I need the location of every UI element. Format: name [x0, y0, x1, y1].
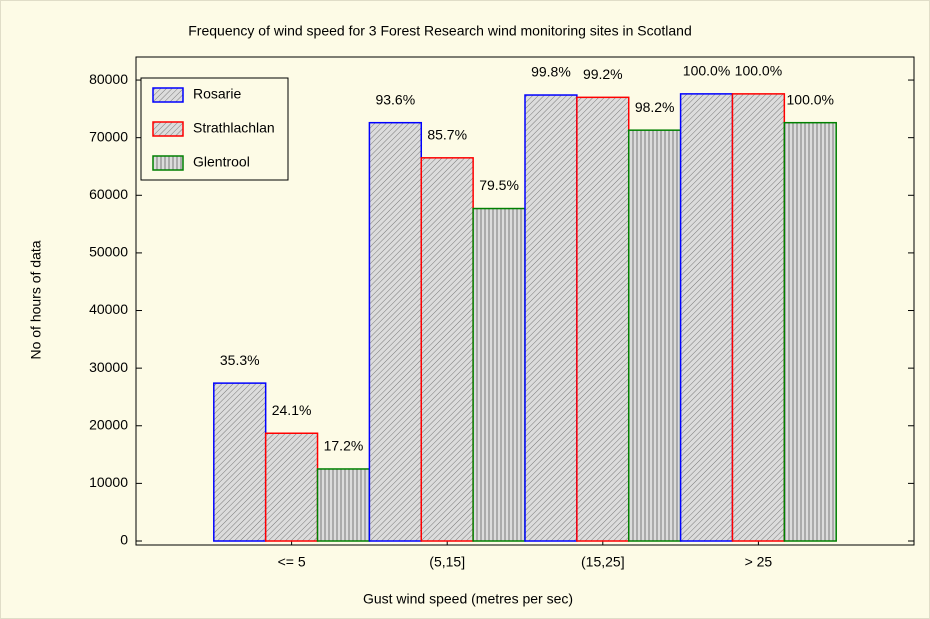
- bar: [524, 94, 578, 542]
- y-tick-label: 20000: [89, 416, 128, 432]
- legend-label: Glentrool: [193, 154, 250, 170]
- y-tick-label: 10000: [89, 474, 128, 490]
- legend-swatch: [152, 121, 184, 137]
- x-tick-label: > 25: [745, 554, 773, 570]
- bar: [679, 93, 734, 542]
- bar: [627, 129, 682, 542]
- bar: [420, 157, 474, 542]
- y-tick-label: 80000: [89, 71, 128, 87]
- bar: [731, 93, 786, 542]
- x-tick-label: (5,15]: [429, 554, 465, 570]
- bar: [264, 432, 319, 542]
- plot-frame: [135, 56, 915, 546]
- y-tick-label: 70000: [89, 128, 128, 144]
- y-tick-label: 60000: [89, 186, 128, 202]
- bar-annotation: 100.0%: [683, 63, 730, 79]
- bar-annotation: 100.0%: [787, 91, 834, 107]
- bar: [783, 121, 837, 542]
- bar: [576, 96, 630, 542]
- x-tick-label: <= 5: [278, 554, 306, 570]
- bar-annotation: 100.0%: [735, 63, 782, 79]
- bar: [368, 121, 423, 542]
- x-axis-label: Gust wind speed (metres per sec): [363, 591, 573, 607]
- bar-annotation: 99.8%: [531, 64, 571, 80]
- y-tick-label: 0: [120, 532, 128, 548]
- y-tick-label: 50000: [89, 244, 128, 260]
- bar: [472, 207, 526, 542]
- bar-annotation: 24.1%: [272, 402, 312, 418]
- y-tick-label: 40000: [89, 301, 128, 317]
- legend-label: Strathlachlan: [193, 120, 275, 136]
- bar-annotation: 98.2%: [635, 99, 675, 115]
- bar-annotation: 99.2%: [583, 66, 623, 82]
- chart-title: Frequency of wind speed for 3 Forest Res…: [188, 23, 691, 39]
- y-tick-label: 30000: [89, 359, 128, 375]
- bar-annotation: 17.2%: [324, 438, 364, 454]
- legend-swatch: [152, 87, 184, 103]
- bar-annotation: 79.5%: [479, 177, 519, 193]
- legend-label: Rosarie: [193, 86, 241, 102]
- bar: [316, 468, 371, 542]
- legend-swatch: [152, 155, 184, 171]
- x-tick-label: (15,25]: [581, 554, 625, 570]
- bar-annotation: 85.7%: [427, 127, 467, 143]
- bar: [213, 382, 267, 542]
- bar-annotation: 35.3%: [220, 352, 260, 368]
- bar-annotation: 93.6%: [375, 91, 415, 107]
- y-axis-label: No of hours of data: [28, 240, 44, 359]
